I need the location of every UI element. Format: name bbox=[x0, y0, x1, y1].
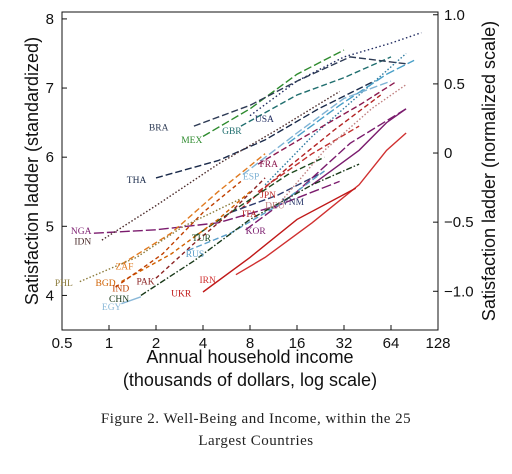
series-line-idn bbox=[101, 90, 340, 241]
series-line-fra bbox=[257, 80, 398, 165]
series-label-mex: MEX bbox=[181, 136, 202, 146]
series-label-bgd: BGD bbox=[96, 279, 116, 289]
series-label-pak: PAK bbox=[137, 278, 155, 288]
x-tick-label: 0.5 bbox=[52, 335, 73, 352]
y-tick-label: 5 bbox=[46, 218, 54, 235]
series-label-usa: USA bbox=[255, 115, 274, 125]
x-tick-label: 4 bbox=[199, 335, 207, 352]
series-label-chn: CHN bbox=[109, 295, 129, 305]
caption-line-2: Largest Countries bbox=[198, 433, 314, 449]
series-line-irn bbox=[235, 132, 407, 276]
y-tick-label: 8 bbox=[46, 11, 54, 28]
series-label-bra: BRA bbox=[149, 123, 169, 133]
series-label-egy: EGY bbox=[102, 303, 122, 313]
series-labels: USAGBRMEXBRATHAFRAESPITAVNMJPNKORDEUNGAI… bbox=[55, 115, 305, 313]
series-label-rus: RUS bbox=[186, 250, 204, 260]
series-line-ukr bbox=[202, 187, 357, 293]
series-line-gbr bbox=[240, 56, 392, 127]
series-label-esp: ESP bbox=[243, 173, 259, 183]
series-line-jpn bbox=[257, 125, 360, 193]
series-line-bgd bbox=[121, 191, 251, 283]
x-tick-label: 1 bbox=[105, 335, 113, 352]
unlabeled-series-line bbox=[287, 59, 415, 144]
x-tick-label: 16 bbox=[289, 335, 306, 352]
series-label-gbr: GBR bbox=[222, 127, 242, 137]
series-line-usa bbox=[249, 32, 422, 117]
x-axis-title-line2: (thousands of dollars, log scale) bbox=[123, 370, 377, 390]
series-line-mex bbox=[202, 49, 345, 138]
series-line-vnm bbox=[230, 173, 319, 214]
caption-line-1: Figure 2. Well-Being and Income, within … bbox=[100, 411, 412, 427]
series-label-nga: NGA bbox=[71, 227, 92, 237]
y-axis-title-right: Satisfaction ladder (normalized scale) bbox=[479, 21, 499, 321]
figure-caption: Figure 2. Well-Being and Income, within … bbox=[0, 408, 512, 452]
y2-tick-label: 0.5 bbox=[444, 76, 465, 93]
series-label-vnm: VNM bbox=[282, 198, 305, 208]
series-line-ita bbox=[240, 94, 382, 210]
x-tick-label: 2 bbox=[152, 335, 160, 352]
y-axis-ticks: 4 5 6 7 8 bbox=[46, 11, 67, 304]
series-line-deu bbox=[276, 84, 407, 207]
y-tick-label: 7 bbox=[46, 80, 54, 97]
y-tick-label: 4 bbox=[46, 287, 54, 304]
x-axis-ticks: 0.5 1 2 4 8 16 32 64 128 bbox=[52, 325, 451, 352]
series-label-deu: DEU bbox=[265, 202, 285, 212]
series-label-ita: ITA bbox=[242, 210, 257, 220]
x-tick-label: 64 bbox=[383, 335, 400, 352]
series-line-ind bbox=[115, 180, 242, 288]
series-line-bra bbox=[193, 56, 407, 127]
chart: 0.5 1 2 4 8 16 32 64 128 4 5 6 7 8 −1.0 −0.5 0 0.5 1.0 U… bbox=[22, 7, 499, 390]
series-line-esp bbox=[242, 80, 392, 176]
y2-axis-ticks: −1.0 −0.5 0 0.5 1.0 bbox=[433, 7, 474, 300]
series-label-ind: IND bbox=[112, 285, 129, 295]
series-label-ukr: UKR bbox=[171, 289, 192, 299]
series-label-idn: IDN bbox=[74, 238, 91, 248]
y2-tick-label: −0.5 bbox=[444, 214, 474, 231]
y-tick-label: 6 bbox=[46, 149, 54, 166]
x-tick-label: 128 bbox=[425, 335, 450, 352]
series-line-egy bbox=[121, 296, 142, 305]
series-line-tur bbox=[193, 156, 325, 238]
series-line-tha bbox=[155, 80, 375, 179]
series-lines bbox=[79, 32, 422, 305]
series-line-chn bbox=[140, 163, 360, 296]
series-label-kor: KOR bbox=[246, 227, 267, 237]
series-label-tha: THA bbox=[127, 176, 147, 186]
x-axis-title-line1: Annual household income bbox=[146, 347, 353, 367]
y2-tick-label: −1.0 bbox=[444, 283, 474, 300]
y-axis-title-left: Satisfaction ladder (standardized) bbox=[22, 37, 42, 305]
series-line-nga bbox=[93, 180, 340, 234]
series-line-rus bbox=[187, 170, 325, 252]
plot-frame bbox=[61, 11, 439, 331]
unlabeled-series-line bbox=[264, 52, 407, 186]
series-label-zaf: ZAF bbox=[116, 262, 134, 272]
series-label-jpn: JPN bbox=[260, 191, 276, 201]
series-label-tur: TUR bbox=[192, 234, 212, 244]
y2-tick-label: 1.0 bbox=[444, 7, 465, 24]
series-label-irn: IRN bbox=[200, 276, 217, 286]
series-label-fra: FRA bbox=[260, 160, 279, 170]
x-tick-label: 32 bbox=[336, 335, 353, 352]
series-label-phl: PHL bbox=[55, 279, 73, 289]
unlabeled-series-line bbox=[311, 108, 407, 186]
series-line-kor bbox=[245, 108, 407, 231]
y2-tick-label: 0 bbox=[444, 145, 452, 162]
x-tick-label: 8 bbox=[246, 335, 254, 352]
series-line-zaf bbox=[121, 153, 266, 265]
